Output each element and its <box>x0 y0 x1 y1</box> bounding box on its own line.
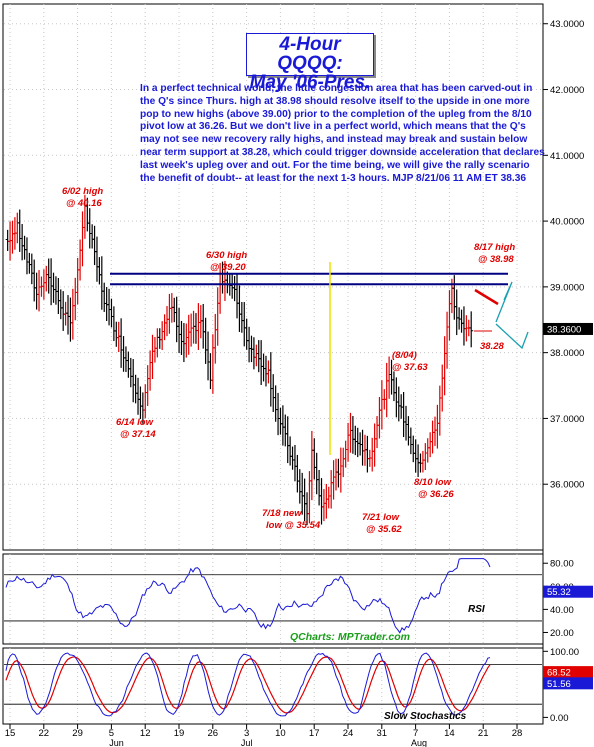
rsi-panel <box>2 553 544 645</box>
price-annotation: 6/14 low @ 37.14 <box>116 417 156 440</box>
last-price-label: 38.3600 <box>547 324 581 335</box>
price-panel <box>2 3 544 551</box>
price-ytick-label: 36.0000 <box>550 480 584 491</box>
red-trendline <box>474 288 499 306</box>
rsi-label: RSI <box>468 604 485 615</box>
price-annotation: 7/21 low @ 35.62 <box>362 512 402 535</box>
x-tick-label: 26 <box>208 728 219 739</box>
x-tick-label: 24 <box>343 728 354 739</box>
rsi-ytick-label: 80.00 <box>550 559 574 570</box>
price-ytick-label: 42.0000 <box>550 85 584 96</box>
x-tick-label: 10 <box>275 728 286 739</box>
watermark: QCharts: MPTrader.com <box>290 631 410 643</box>
stoch-ytick-label: 0.00 <box>550 713 569 724</box>
stoch-last-box <box>543 677 593 690</box>
annotation-line: 7/18 new <box>262 508 302 519</box>
annotation-line: (8/04) <box>392 350 417 361</box>
x-tick-label: 3 <box>244 728 249 739</box>
x-tick-label: 28 <box>512 728 523 739</box>
rsi-ytick-label: 40.00 <box>550 605 574 616</box>
annotation-line: 6/02 high <box>62 186 103 197</box>
annotation-line: @ 38.98 <box>478 254 514 265</box>
x-tick-label: 19 <box>174 728 185 739</box>
rsi-line <box>5 558 491 634</box>
price-annotation: 8/17 high @ 38.98 <box>474 242 515 265</box>
annotation-line: @ 39.20 <box>210 262 246 273</box>
price-annotation: 7/18 new low @ 35.54 <box>262 508 321 531</box>
title-line-1: 4-Hour QQQQ: <box>277 34 343 74</box>
x-tick-label: 29 <box>72 728 83 739</box>
annotation-line: @ 40.16 <box>66 198 102 209</box>
annotation-line: low @ 35.54 <box>266 520 321 531</box>
price-ytick-label: 43.0000 <box>550 19 584 30</box>
annotation-line: @ 35.62 <box>366 524 402 535</box>
x-tick-label: 12 <box>140 728 151 739</box>
x-tick-label: 5 <box>109 728 114 739</box>
overlays <box>110 262 529 455</box>
price-annotation: 8/10 low @ 36.26 <box>414 477 454 500</box>
annotation-line: 6/30 high <box>206 250 247 261</box>
stoch-k-line <box>5 652 491 717</box>
stoch-last-label: 68.52 <box>547 668 571 679</box>
price-annotation: 6/30 high @ 39.20 <box>206 250 247 273</box>
annotation-line: 7/21 low <box>362 512 400 523</box>
stoch-last-box <box>543 666 593 679</box>
month-label: Aug <box>411 738 427 747</box>
last-price-box <box>543 322 593 335</box>
title-line-2: May '06-Pres. <box>249 72 371 93</box>
x-tick-label: 7 <box>413 728 418 739</box>
price-bars <box>5 194 474 526</box>
annotation-line: 38.28 <box>480 341 504 352</box>
annotation-line: 8/17 high <box>474 242 515 253</box>
price-annotation: 6/02 high @ 40.16 <box>62 186 103 209</box>
price-ytick-label: 41.0000 <box>550 151 584 162</box>
annotation-line: @ 37.14 <box>120 429 156 440</box>
axes: 43.0000 42.0000 41.0000 40.0000 39.0000 38.00… <box>5 19 593 747</box>
price-ytick-label: 40.0000 <box>550 217 584 228</box>
x-tick-label: 17 <box>309 728 320 739</box>
x-tick-label: 22 <box>39 728 50 739</box>
chart-title: 4-Hour QQQQ: May '06-Pres. <box>246 33 374 92</box>
annotation-line: 8/10 low <box>414 477 452 488</box>
month-label: Jul <box>241 738 253 747</box>
month-label: Jun <box>109 738 124 747</box>
stoch-ytick-label: 100.00 <box>550 647 579 658</box>
stoch-last-label: 51.56 <box>547 679 571 690</box>
annotations: 6/02 high @ 40.16 6/14 low @ 37.14 6/30 high… <box>62 186 515 535</box>
rsi-last-box <box>543 585 593 598</box>
price-ytick-label: 39.0000 <box>550 282 584 293</box>
price-ytick-label: 37.0000 <box>550 414 584 425</box>
price-annotation: (8/04) @ 37.63 <box>392 350 428 373</box>
price-ytick-label: 38.0000 <box>550 348 584 359</box>
down-arrow <box>495 323 529 350</box>
x-tick-label: 15 <box>5 728 16 739</box>
x-tick-label: 31 <box>377 728 388 739</box>
x-tick-label: 21 <box>478 728 489 739</box>
x-tick-label: 14 <box>444 728 455 739</box>
annotation-line: 6/14 low <box>116 417 154 428</box>
annotation-line: @ 36.26 <box>418 489 454 500</box>
rsi-ytick-label: 20.00 <box>550 628 574 639</box>
stoch-label: Slow Stochastics <box>384 711 467 722</box>
price-annotation: 38.28 <box>480 341 504 352</box>
stoch-d-line <box>5 656 491 714</box>
annotation-line: @ 37.63 <box>392 362 428 373</box>
rsi-last-label: 55.32 <box>547 587 571 598</box>
up-arrow <box>495 281 513 323</box>
commentary-text: In a perfect technical world, the little… <box>140 83 545 184</box>
